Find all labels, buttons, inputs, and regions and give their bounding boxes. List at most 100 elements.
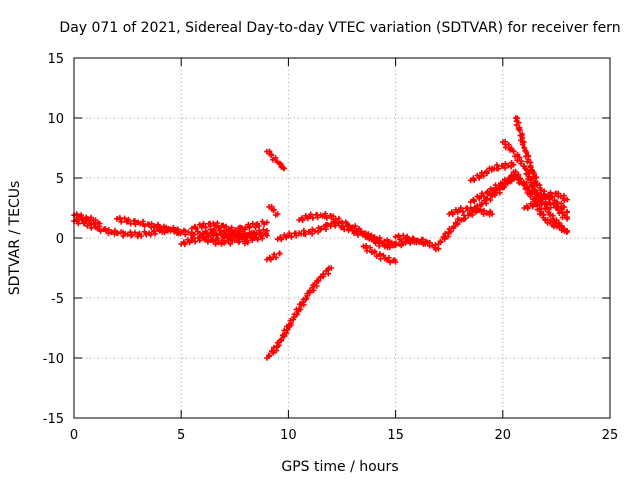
series-segment-markers — [278, 161, 286, 171]
series-track-19 — [500, 138, 570, 235]
series-segment-markers — [510, 148, 527, 170]
series-segment-markers — [446, 216, 461, 235]
series-segment-markers — [73, 211, 81, 221]
series-segment-markers — [478, 192, 494, 207]
data-point — [435, 246, 442, 252]
series-segment-markers — [82, 218, 97, 231]
series-segment-markers — [234, 230, 247, 240]
series-track-2 — [71, 211, 103, 227]
data-point — [564, 196, 570, 203]
series-segment-markers — [212, 237, 225, 247]
x-tick-label: 10 — [280, 428, 297, 443]
data-point — [274, 211, 281, 217]
series-segment-markers — [502, 138, 515, 153]
data-point — [392, 259, 399, 265]
series-segment-markers — [211, 226, 224, 237]
data-point — [277, 250, 283, 257]
series-segment-markers — [469, 204, 484, 215]
series-segment-markers — [190, 235, 203, 245]
series-segment-markers — [395, 232, 409, 242]
series-track-22 — [521, 189, 570, 212]
series-track-3 — [114, 214, 184, 237]
series-segment-markers — [274, 159, 283, 167]
series-segment-markers — [309, 225, 322, 237]
series-segment-markers — [470, 193, 482, 204]
series-segment-markers — [268, 203, 275, 212]
series-segment-markers — [181, 237, 193, 248]
series-segment-markers — [277, 232, 289, 243]
y-tick-label: 10 — [47, 112, 64, 127]
series-track-5 — [189, 218, 270, 235]
series-track-13 — [360, 243, 399, 266]
series-segment-markers — [200, 220, 214, 231]
series-segment-markers — [307, 211, 321, 221]
series-segment-markers — [449, 207, 461, 218]
grid — [74, 58, 610, 418]
data-point — [281, 165, 287, 172]
y-tick-label: 15 — [47, 52, 64, 67]
data-point — [328, 265, 335, 271]
series-segment-markers — [470, 172, 482, 183]
series-segment-markers — [521, 180, 537, 203]
series-segment-markers — [286, 230, 299, 240]
chart-title: Day 071 of 2021, Sidereal Day-to-day VTE… — [59, 20, 620, 36]
y-tick-label: 0 — [56, 232, 64, 247]
series-segment-markers — [528, 164, 540, 186]
series-segment-markers — [479, 186, 494, 200]
series-segment-markers — [298, 213, 311, 224]
series-segment-markers — [363, 243, 375, 256]
data-point — [178, 229, 184, 235]
series-segment-markers — [274, 323, 291, 348]
data-point — [510, 162, 517, 168]
data-point — [96, 220, 103, 227]
series-segment-markers — [92, 217, 101, 226]
series-segment-markers — [458, 205, 471, 215]
x-tick-label: 20 — [495, 428, 512, 443]
series-segment-markers — [147, 226, 162, 238]
series-track-10 — [264, 265, 335, 361]
data-point — [564, 208, 570, 215]
x-axis-label: GPS time / hours — [281, 459, 398, 475]
series-segment-markers — [297, 289, 313, 313]
series-segment-markers — [516, 127, 528, 151]
series-segment-markers — [271, 250, 283, 261]
data-point — [264, 219, 270, 226]
x-tick-label: 5 — [177, 428, 185, 443]
y-tick-label: -10 — [43, 352, 64, 367]
series-segment-markers — [404, 233, 417, 245]
series-segment-markers — [212, 220, 226, 231]
data-point — [564, 228, 570, 234]
series-segment-markers — [78, 212, 90, 223]
series-segment-markers — [266, 254, 274, 263]
series-segment-markers — [393, 238, 409, 249]
series-segment-markers — [125, 216, 139, 228]
series-segment-markers — [201, 234, 216, 245]
series-track-16 — [446, 204, 495, 218]
series-segment-markers — [524, 201, 536, 212]
series-segment-markers — [307, 274, 324, 294]
plot-area — [71, 115, 570, 361]
series-segment-markers — [522, 147, 534, 169]
data-point — [317, 274, 324, 281]
series-segment-markers — [372, 248, 387, 262]
series-segment-markers — [202, 226, 216, 237]
y-tick-label: -5 — [51, 292, 64, 307]
y-tick-label: -15 — [43, 412, 64, 427]
series-segment-markers — [502, 160, 515, 171]
data-point — [328, 220, 335, 227]
series-segment-markers — [502, 174, 514, 188]
y-tick-label: 5 — [56, 172, 64, 187]
series-segment-markers — [522, 165, 537, 194]
series-segment-markers — [94, 223, 109, 234]
y-axis-label: SDTVAR / TECUs — [7, 181, 23, 296]
axis-ticks: 0 5 10 15 20 25 -15 -10 -5 0 5 10 15 — [43, 52, 619, 443]
x-tick-label: 15 — [387, 428, 404, 443]
series-track-20 — [512, 115, 570, 215]
data-point — [167, 226, 174, 233]
data-point — [564, 216, 570, 222]
series-track-8 — [266, 203, 281, 218]
series-track-7 — [264, 148, 287, 172]
series-segment-markers — [254, 218, 267, 229]
series-track-14 — [392, 232, 442, 253]
